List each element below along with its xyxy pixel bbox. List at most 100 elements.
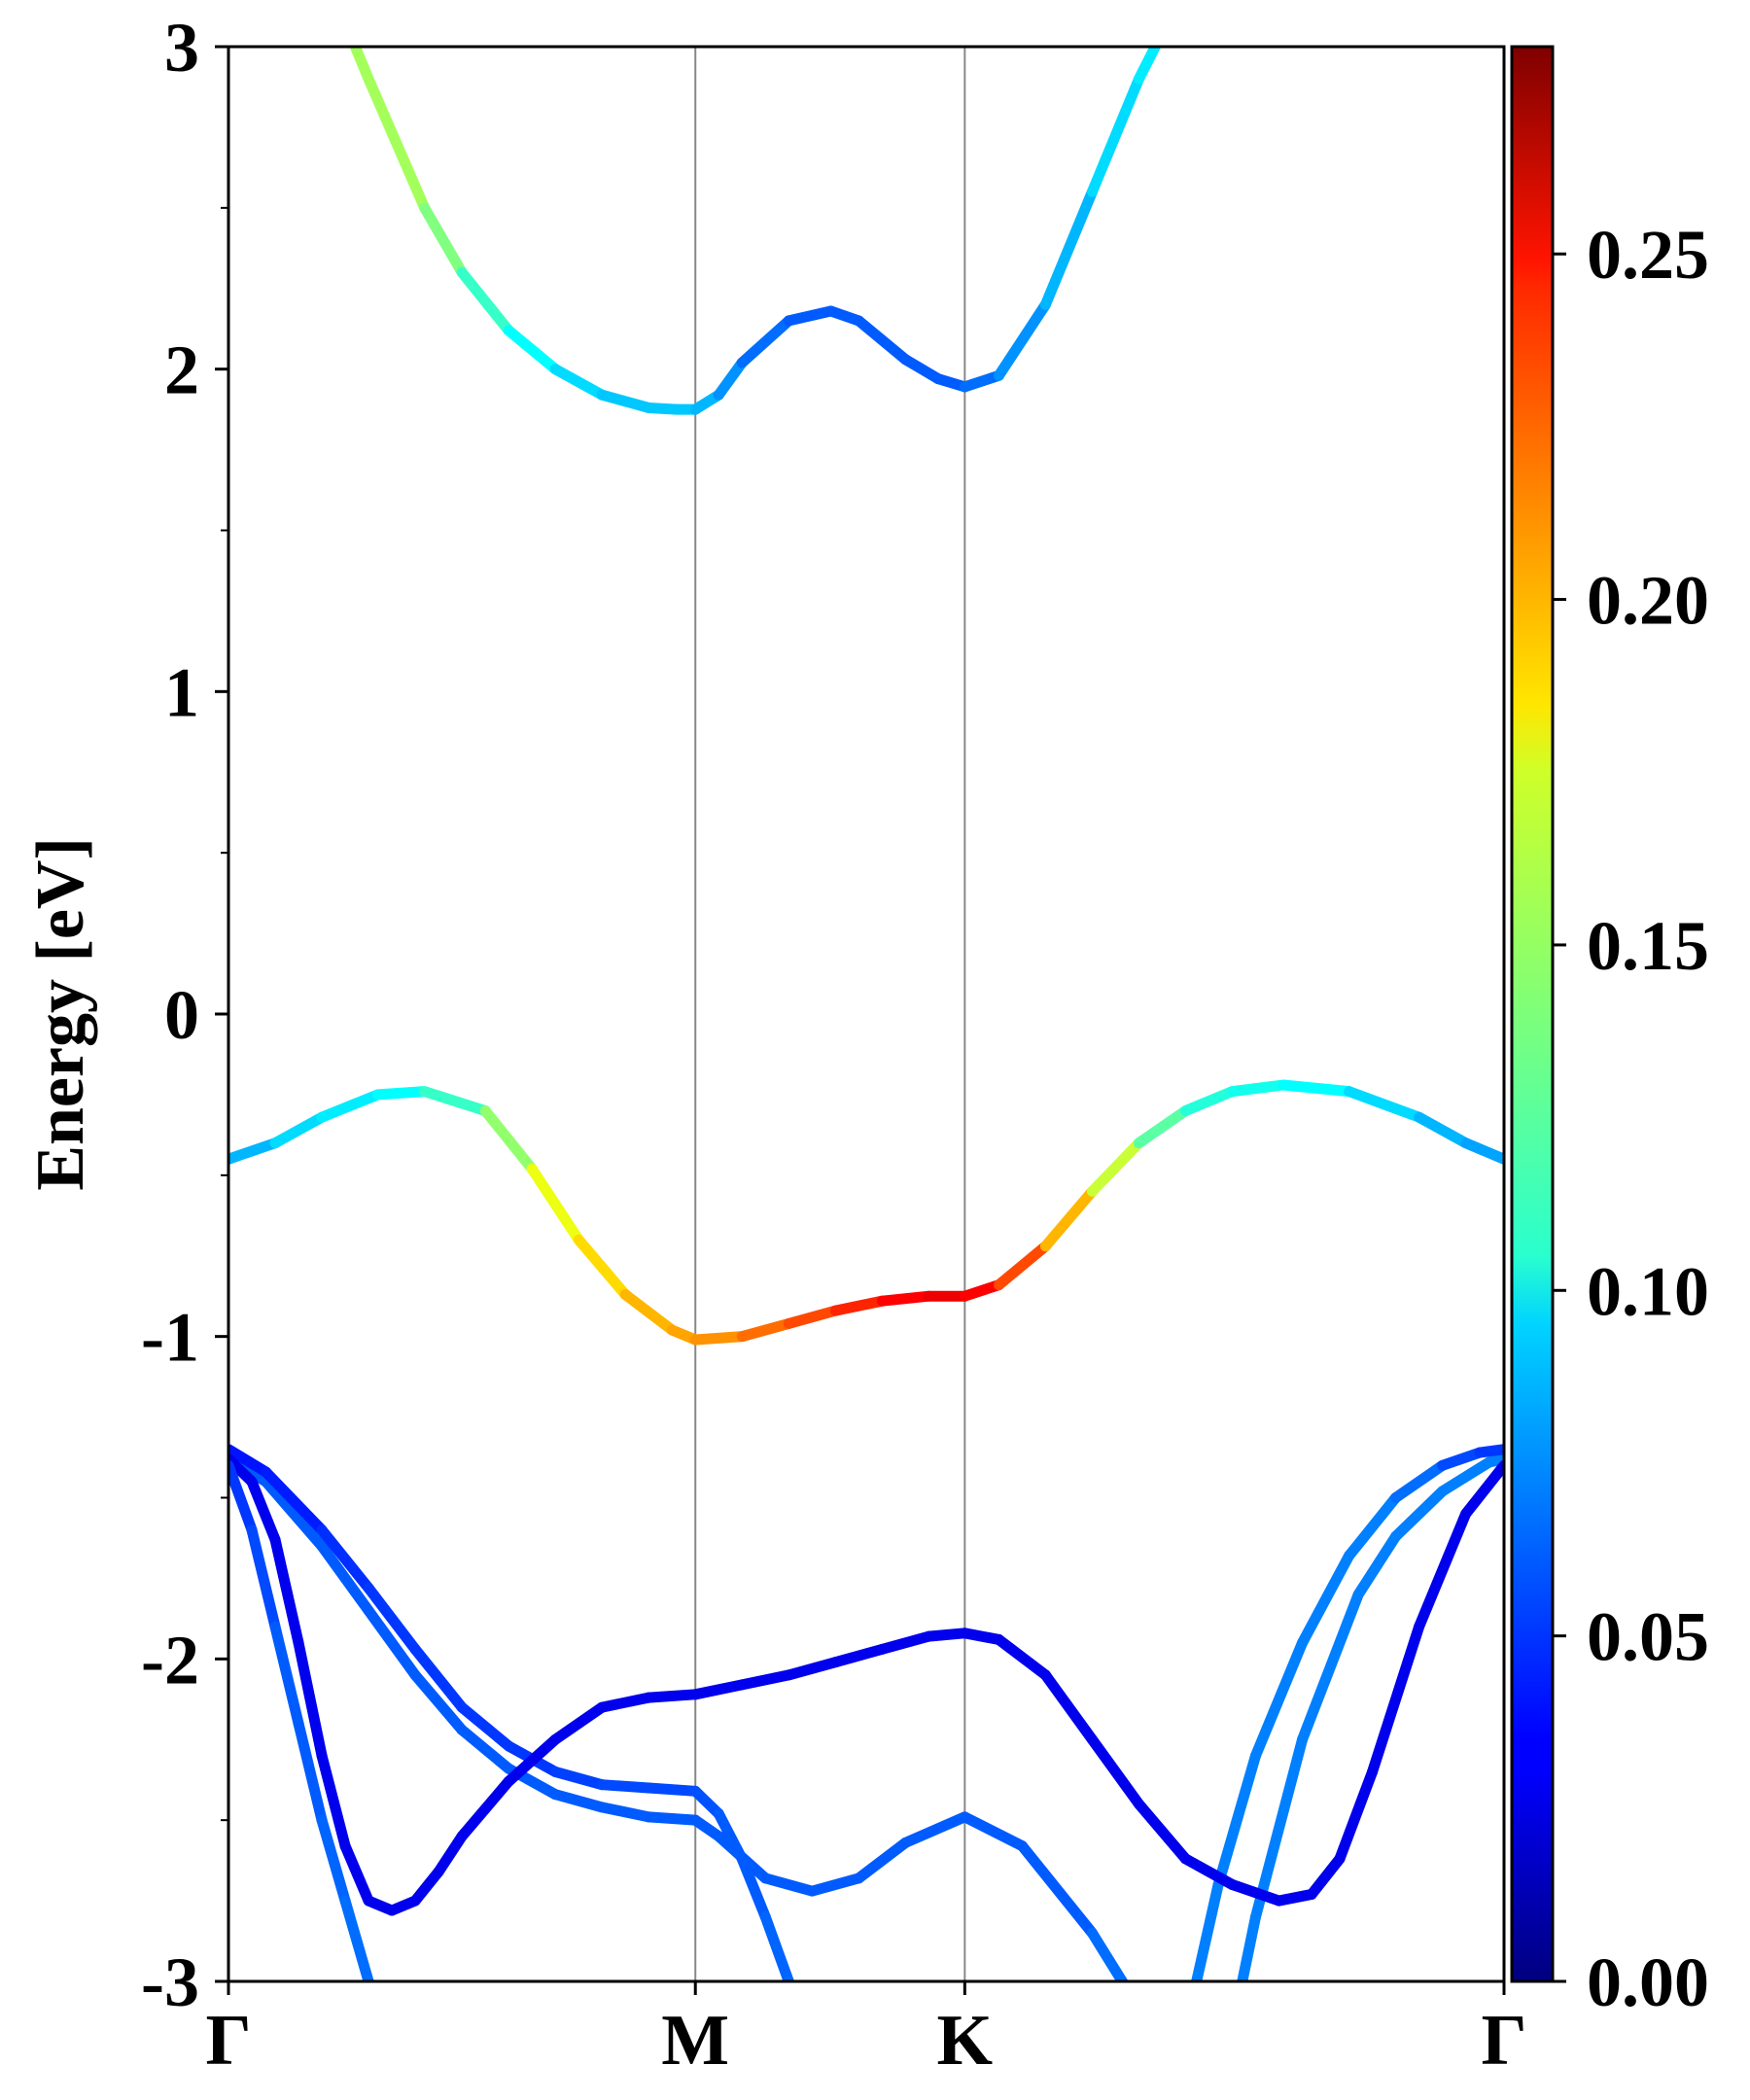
- band-segment: [1274, 1888, 1317, 1907]
- band-segment: [456, 1775, 514, 1842]
- band-segment: [419, 202, 468, 278]
- band-segment: [1344, 1492, 1402, 1561]
- band-segment: [736, 1669, 794, 1691]
- band-segment: [783, 1657, 841, 1681]
- x-tick-label: Γ: [1481, 2001, 1526, 2081]
- band-segment: [456, 1724, 514, 1774]
- band-segment: [339, 1840, 374, 1907]
- band-segment: [246, 1524, 281, 1632]
- band-segment: [1086, 1138, 1144, 1197]
- high-symmetry-lines: [694, 47, 966, 1981]
- band-1: [349, 47, 1162, 415]
- band-segment: [1250, 1733, 1309, 1923]
- y-tick-label: 0: [164, 976, 199, 1054]
- band-7: [228, 1459, 374, 1981]
- colorbar-tick-label: 0.10: [1587, 1252, 1709, 1330]
- band-segment: [363, 1582, 421, 1655]
- band-segment: [456, 266, 514, 336]
- band-segment: [269, 1534, 304, 1649]
- colorbar-axis: 0.00 0.05 0.10 0.15 0.20 0.25: [1553, 216, 1709, 2021]
- band-segment: [1390, 1459, 1449, 1503]
- band-segment: [1227, 1879, 1285, 1907]
- band-segment: [1191, 1879, 1224, 1981]
- plot-frame: [227, 45, 1506, 1983]
- band-segment: [1179, 1086, 1239, 1116]
- band-segment: [573, 1234, 631, 1301]
- y-axis-label: Energy [eV]: [23, 837, 98, 1191]
- band-segment: [260, 1476, 328, 1552]
- band-segment: [736, 315, 794, 368]
- colorbar: [1510, 45, 1555, 1983]
- band-segment: [993, 298, 1051, 381]
- band-segment: [923, 1628, 970, 1642]
- band-segment: [829, 1643, 888, 1668]
- band-segment: [1474, 1444, 1504, 1458]
- band-4: [228, 1444, 835, 2100]
- band-segment: [899, 354, 944, 385]
- band-segment: [1016, 1840, 1098, 1939]
- band-segment: [363, 1605, 421, 1681]
- band-segment: [899, 1811, 970, 1848]
- band-segment: [433, 1831, 468, 1877]
- band-segment: [549, 1789, 608, 1813]
- band-segment: [853, 1837, 911, 1884]
- band-segment: [1133, 1105, 1191, 1149]
- colorbar-tick-label: 0.15: [1587, 907, 1709, 985]
- band-segment: [316, 1750, 351, 1852]
- band-segment: [1162, 2046, 1208, 2100]
- band-segment: [812, 2046, 835, 2100]
- band-segment: [1179, 1853, 1239, 1890]
- band-segment: [783, 1976, 795, 1981]
- band-segment: [269, 1621, 304, 1730]
- band-segment: [713, 357, 748, 401]
- colorbar-tick-label: 0.20: [1587, 562, 1709, 640]
- band-segment: [293, 1637, 328, 1762]
- band-segment: [503, 325, 561, 375]
- band-segment: [1133, 47, 1162, 85]
- x-tick-label: K: [937, 2001, 994, 2081]
- band-segment: [1039, 186, 1098, 310]
- band-segment: [959, 1811, 1028, 1852]
- band-segment: [1460, 1459, 1504, 1520]
- band-segment: [1352, 1530, 1402, 1600]
- colorbar-tick-label: 0.05: [1587, 1598, 1709, 1676]
- band-segment: [1227, 1079, 1289, 1098]
- band-segment: [1297, 1550, 1355, 1649]
- band-segment: [689, 1679, 748, 1700]
- band-segment: [1086, 73, 1144, 197]
- band-segment: [1437, 1447, 1486, 1471]
- band-segment: [993, 1633, 1051, 1681]
- band-segment: [1086, 1733, 1144, 1810]
- band-segment: [783, 305, 837, 327]
- band-segment: [456, 1701, 514, 1752]
- band-6: [228, 1453, 1504, 1916]
- band-3: [228, 1453, 1504, 2100]
- band-segment: [228, 1138, 281, 1165]
- colorbar-tick-label: 0.25: [1587, 216, 1709, 294]
- band-segment: [876, 1290, 934, 1307]
- band-segment: [363, 73, 431, 214]
- band-segment: [993, 1241, 1051, 1291]
- band-segment: [829, 1295, 888, 1316]
- band-segment: [596, 389, 654, 413]
- band-segment: [339, 1895, 374, 1981]
- band-segment: [1250, 1637, 1309, 1762]
- band-segment: [1237, 1911, 1262, 1981]
- band-segment: [1306, 1853, 1346, 1900]
- band-segment: [1086, 1927, 1129, 1981]
- y-tick-label: -1: [141, 1299, 199, 1377]
- band-segment: [736, 1317, 794, 1343]
- y-tick-label: 2: [164, 332, 199, 409]
- band-segment: [316, 1540, 374, 1617]
- band-segment: [643, 1782, 701, 1797]
- band-segment: [759, 1911, 794, 1981]
- band-segment: [783, 1305, 841, 1329]
- band-segment: [619, 1289, 678, 1336]
- band-segment: [959, 369, 1004, 393]
- band-segment: [228, 1459, 258, 1536]
- band-segment: [316, 1089, 384, 1123]
- band-segment: [596, 1802, 654, 1823]
- y-tick-label: 1: [164, 653, 199, 731]
